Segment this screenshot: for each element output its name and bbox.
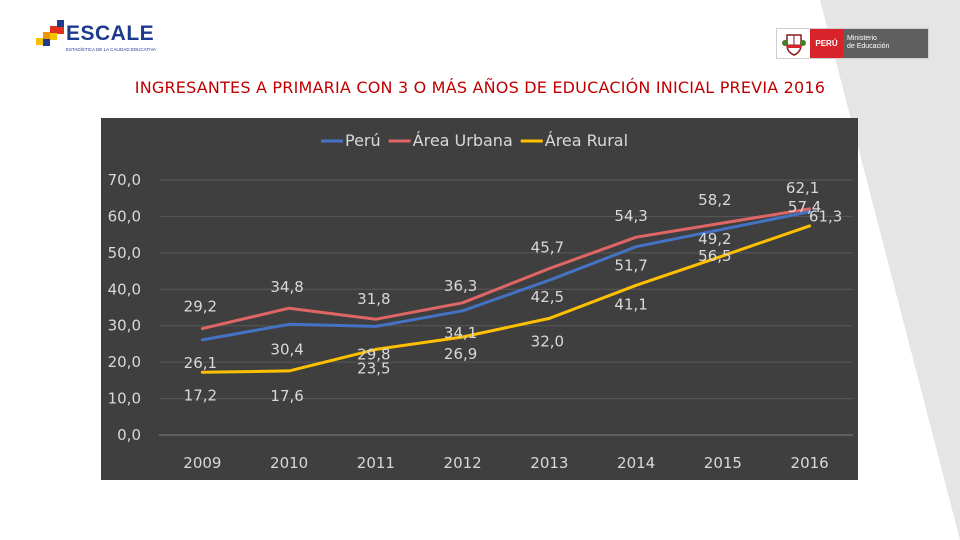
y-tick-label: 30,0 — [108, 317, 141, 335]
x-tick-label: 2013 — [530, 454, 568, 472]
x-tick-label: 2010 — [270, 454, 308, 472]
series-line — [200, 210, 812, 342]
data-label: 34,1 — [444, 324, 477, 342]
data-label: 32,0 — [531, 332, 564, 350]
y-tick-label: 20,0 — [108, 353, 141, 371]
ministry-country: PERÚ — [810, 29, 843, 58]
legend-label: Área Rural — [545, 131, 628, 150]
y-tick-label: 10,0 — [108, 390, 141, 408]
y-tick-label: 50,0 — [108, 244, 141, 262]
data-label: 29,2 — [184, 298, 217, 316]
x-tick-label: 2012 — [444, 454, 482, 472]
x-tick-label: 2014 — [617, 454, 655, 472]
x-tick-label: 2011 — [357, 454, 395, 472]
logo-subtitle: ESTADÍSTICA DE LA CALIDAD EDUCATIVA — [66, 47, 157, 52]
y-tick-label: 70,0 — [108, 171, 141, 189]
line-chart: 0,0 10,0 20,0 30,0 40,0 50,0 60,0 70,0 2009 2010 2… — [101, 118, 858, 480]
data-label: 17,2 — [184, 386, 217, 404]
data-label: 26,9 — [444, 345, 477, 363]
data-label: 26,1 — [184, 354, 217, 372]
data-label: 23,5 — [357, 359, 390, 377]
data-label: 57,4 — [788, 198, 821, 216]
data-label: 51,7 — [614, 257, 647, 275]
data-label: 58,2 — [698, 191, 731, 209]
data-label: 34,8 — [270, 278, 303, 296]
y-tick-label: 60,0 — [108, 207, 141, 225]
data-label: 42,5 — [531, 288, 564, 306]
y-tick-label: 0,0 — [117, 426, 141, 444]
coat-of-arms-icon — [782, 34, 806, 56]
data-label: 61,3 — [809, 208, 842, 226]
data-label: 17,6 — [270, 387, 303, 405]
data-label: 29,8 — [357, 345, 390, 363]
x-tick-label: 2009 — [183, 454, 221, 472]
data-label: 36,3 — [444, 277, 477, 295]
y-tick-label: 40,0 — [108, 280, 141, 298]
ministry-logo: PERÚ Ministerio de Educación — [776, 28, 929, 59]
page-title: INGRESANTES A PRIMARIA CON 3 O MÁS AÑOS … — [134, 78, 826, 97]
escale-logo: ESCALE ESTADÍSTICA DE LA CALIDAD EDUCATI… — [36, 20, 196, 60]
data-label: 56,5 — [698, 247, 731, 265]
escale-logo-icon — [36, 20, 64, 46]
legend-label: Perú — [345, 131, 381, 150]
data-label: 49,2 — [698, 230, 731, 248]
x-tick-label: 2016 — [791, 454, 829, 472]
data-label: 30,4 — [270, 340, 303, 358]
legend-label: Área Urbana — [413, 131, 513, 150]
logo-text: ESCALE — [66, 22, 155, 45]
ministry-name: Ministerio de Educación — [843, 29, 928, 58]
data-label: 54,3 — [614, 207, 647, 225]
series-line — [200, 224, 812, 374]
x-tick-label: 2015 — [704, 454, 742, 472]
data-label: 62,1 — [786, 179, 819, 197]
data-label: 41,1 — [614, 295, 647, 313]
data-label: 45,7 — [531, 239, 564, 257]
series-line — [200, 207, 812, 331]
chart-canvas: 0,0 10,0 20,0 30,0 40,0 50,0 60,0 70,0 2009 2010 2… — [108, 131, 853, 472]
data-label: 31,8 — [357, 290, 390, 308]
